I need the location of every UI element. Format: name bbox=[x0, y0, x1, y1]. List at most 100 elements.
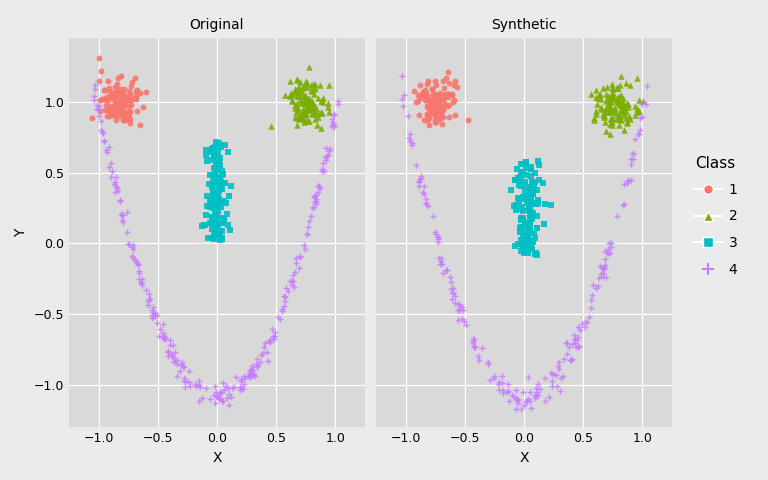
Point bbox=[216, 227, 228, 235]
Point bbox=[296, 110, 309, 118]
Point bbox=[511, 396, 524, 404]
Point bbox=[422, 97, 435, 105]
Point bbox=[590, 107, 602, 115]
Point bbox=[299, 105, 311, 113]
Point bbox=[167, 358, 180, 366]
Point bbox=[176, 358, 188, 366]
Point bbox=[267, 333, 280, 341]
Point bbox=[323, 145, 336, 153]
Point bbox=[434, 261, 446, 268]
Point bbox=[429, 95, 442, 102]
Point bbox=[445, 278, 457, 286]
Point bbox=[614, 99, 627, 107]
Point bbox=[103, 108, 115, 115]
Point bbox=[624, 176, 637, 183]
Point bbox=[610, 97, 622, 105]
Point bbox=[525, 165, 538, 172]
Point bbox=[122, 94, 134, 101]
Point bbox=[289, 113, 301, 120]
Point bbox=[291, 121, 303, 129]
Point bbox=[525, 166, 538, 173]
Point bbox=[521, 242, 534, 250]
Point bbox=[429, 107, 441, 115]
Point bbox=[214, 178, 226, 186]
Point bbox=[515, 160, 527, 168]
Point bbox=[634, 126, 647, 133]
Point bbox=[614, 101, 626, 109]
Point bbox=[521, 199, 533, 207]
Point bbox=[266, 325, 278, 333]
Point bbox=[445, 295, 458, 302]
Point bbox=[151, 311, 163, 319]
Point bbox=[516, 203, 528, 211]
Point bbox=[108, 106, 120, 114]
Point bbox=[211, 192, 223, 200]
Point bbox=[157, 334, 170, 342]
Point bbox=[279, 297, 291, 305]
Point bbox=[98, 95, 111, 103]
Point bbox=[518, 238, 530, 246]
Point bbox=[293, 83, 306, 91]
Point bbox=[446, 91, 458, 98]
Point bbox=[125, 82, 137, 89]
Point bbox=[278, 292, 290, 300]
Point bbox=[456, 303, 468, 311]
Point bbox=[215, 204, 227, 211]
Point bbox=[429, 109, 442, 117]
Point bbox=[434, 101, 446, 109]
Point bbox=[466, 337, 478, 345]
Point bbox=[306, 104, 319, 112]
Point bbox=[604, 243, 617, 251]
Point bbox=[493, 386, 505, 394]
Point bbox=[209, 382, 221, 390]
Point bbox=[326, 118, 339, 126]
Point bbox=[631, 105, 644, 113]
Point bbox=[511, 396, 523, 403]
Point bbox=[298, 107, 310, 115]
Point bbox=[214, 388, 227, 396]
Point bbox=[213, 160, 225, 168]
Point bbox=[553, 365, 565, 372]
Point bbox=[206, 146, 218, 154]
Point bbox=[529, 250, 541, 258]
Point bbox=[496, 380, 508, 387]
Point bbox=[517, 215, 529, 222]
Point bbox=[561, 339, 574, 347]
Point bbox=[109, 96, 121, 103]
Point bbox=[208, 233, 220, 241]
Point bbox=[525, 172, 537, 180]
Point bbox=[174, 367, 186, 374]
Point bbox=[598, 265, 611, 273]
Point bbox=[524, 210, 536, 217]
Point bbox=[467, 335, 479, 343]
Point bbox=[521, 245, 534, 252]
Point bbox=[634, 107, 646, 115]
Point bbox=[117, 110, 129, 118]
Point bbox=[633, 131, 645, 138]
Point bbox=[426, 85, 439, 93]
Point bbox=[459, 322, 472, 329]
Point bbox=[250, 360, 262, 368]
Point bbox=[621, 99, 633, 107]
Point bbox=[208, 152, 220, 160]
Point bbox=[294, 111, 306, 119]
Point bbox=[600, 104, 612, 112]
Point bbox=[440, 74, 452, 82]
Point bbox=[437, 103, 449, 110]
Point bbox=[113, 88, 125, 96]
Point bbox=[435, 108, 447, 116]
Point bbox=[291, 76, 303, 84]
Point bbox=[295, 114, 307, 122]
Point bbox=[521, 250, 534, 257]
Point bbox=[213, 197, 225, 205]
Point bbox=[637, 97, 649, 105]
Point bbox=[627, 150, 640, 158]
Point bbox=[442, 90, 454, 97]
Point bbox=[178, 377, 190, 384]
Point bbox=[289, 85, 301, 93]
Point bbox=[316, 166, 328, 173]
Point bbox=[621, 119, 634, 126]
Point bbox=[111, 81, 124, 88]
Point bbox=[468, 342, 480, 349]
Point bbox=[606, 80, 618, 88]
